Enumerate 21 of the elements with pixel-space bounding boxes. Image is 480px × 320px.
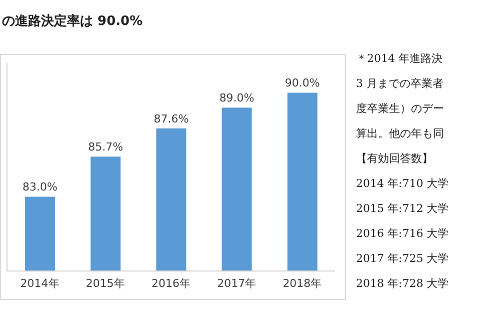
text: 2018 年:728 大学 (356, 276, 450, 292)
text: 2017 年:725 大学 (356, 251, 450, 267)
x-tick-label: 2015年 (86, 276, 125, 290)
x-tick-label: 2014年 (20, 276, 60, 290)
x-tick-label: 2016年 (152, 276, 190, 290)
text: 【有効回答数】 (356, 151, 434, 167)
x-tick-label: 2018年 (282, 276, 322, 290)
data-label: 83.0% (22, 180, 58, 194)
text: 2015 年:712 大学 (356, 201, 450, 217)
data-label: 85.7% (88, 140, 124, 154)
text: 度卒業生）のデー (356, 101, 445, 117)
data-label: 89.0% (219, 92, 254, 105)
text: 2014 年:710 大学 (356, 176, 450, 192)
chart-title: の進路決定率は 90.0% (2, 12, 143, 30)
data-label: 87.6% (154, 112, 189, 126)
text: 2016 年:716 大学 (356, 226, 450, 242)
text: 算出。他の年も同 (356, 126, 445, 142)
data-label: 90.0% (284, 76, 320, 90)
text: ＊2014 年進路決 (356, 51, 444, 67)
text: 3 月までの卒業者 (356, 76, 444, 92)
x-tick-label: 2017年 (217, 276, 256, 290)
